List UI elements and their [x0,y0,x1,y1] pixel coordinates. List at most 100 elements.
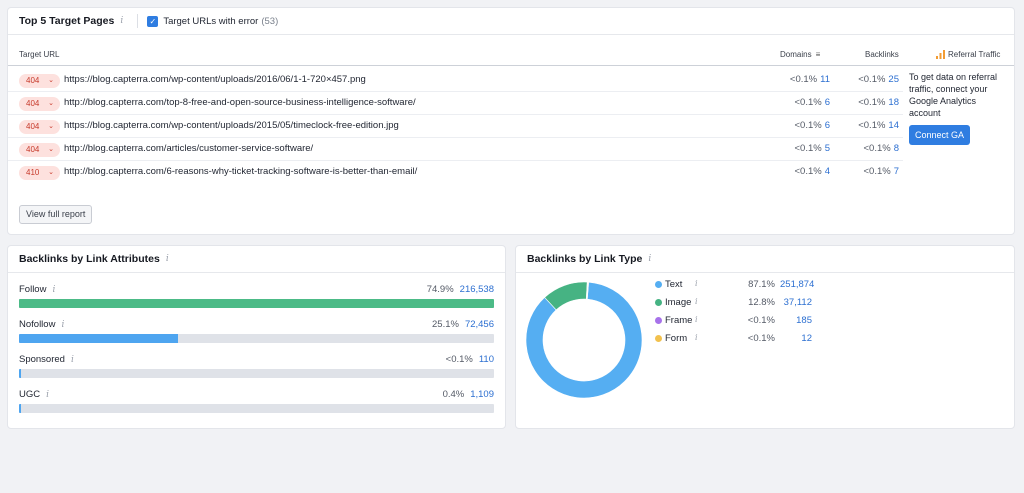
status-code-badge[interactable]: 404 ⌄ [19,143,60,157]
donut-slice-form[interactable] [586,281,589,300]
info-icon[interactable]: i [120,15,124,26]
chevron-down-icon[interactable]: ⌄ [48,100,54,107]
backlinks-cell: <0.1% 18 [858,97,899,108]
card-title: Backlinks by Link Attributes [19,253,160,265]
backlinks-percent: <0.1% [858,120,886,131]
info-icon[interactable]: i [648,253,652,264]
attribute-bar-fill [19,404,22,413]
info-icon[interactable]: i [70,355,74,365]
table-header-line [8,65,1014,66]
table-row[interactable]: 404 ⌄ https://blog.capterra.com/wp-content… [8,115,903,138]
legend-count-link[interactable]: 185 [796,315,812,326]
legend-percent: 12.8% [748,297,775,308]
backlinks-count-link[interactable]: 7 [893,166,899,177]
target-url-link[interactable]: https://blog.capterra.com/wp-content/upl… [64,120,399,131]
legend-dot [655,281,662,288]
attribute-count-link[interactable]: 216,538 [459,284,494,295]
link-type-card: Backlinks by Link Type i Text i 87.1% 251,8… [515,245,1015,429]
info-icon[interactable]: i [46,390,50,400]
attribute-label: Sponsored i [19,354,80,365]
domains-count-link[interactable]: 5 [824,143,830,154]
column-domains[interactable]: Domains ≡ [780,50,821,59]
view-full-report-button[interactable]: View full report [19,205,93,224]
legend-item-frame[interactable]: Frame i <0.1% 185 [655,315,812,333]
backlinks-count-link[interactable]: 8 [893,143,899,154]
backlinks-cell: <0.1% 8 [864,143,900,154]
table-row[interactable]: 404 ⌄ https://blog.capterra.com/wp-content… [8,69,903,92]
domains-count-link[interactable]: 4 [824,166,830,177]
backlinks-percent: <0.1% [858,74,886,85]
legend-label: Frame [665,315,693,326]
table-row[interactable]: 410 ⌄ http://blog.capterra.com/6-reasons-w… [8,161,903,184]
target-url-link[interactable]: https://blog.capterra.com/wp-content/upl… [64,74,366,85]
domains-percent: <0.1% [789,74,818,85]
info-icon[interactable]: i [52,285,56,295]
attribute-values: 25.1% 72,456 [432,319,494,330]
legend-label: Image [665,297,692,308]
domains-cell: <0.1% 5 [795,143,831,154]
status-code-badge[interactable]: 404 ⌄ [19,97,60,111]
donut-slice-text[interactable] [525,281,643,399]
backlinks-count-link[interactable]: 25 [888,74,899,85]
attribute-nofollow: Nofollow i 25.1% 72,456 [19,319,494,345]
connect-ga-button[interactable]: Connect GA [909,125,971,145]
attribute-bar-fill [19,334,179,343]
chevron-down-icon[interactable]: ⌄ [48,77,54,84]
legend-item-image[interactable]: Image i 12.8% 37,112 [655,297,812,315]
attribute-values: <0.1% 110 [446,354,494,365]
domains-count-link[interactable]: 6 [824,97,830,108]
bar-chart-icon [936,50,945,59]
status-code-badge[interactable]: 404 ⌄ [19,120,60,134]
legend-label: Text [665,279,683,290]
info-icon[interactable]: i [695,315,698,324]
info-icon[interactable]: i [695,279,698,288]
attribute-values: 74.9% 216,538 [427,284,494,295]
target-url-link[interactable]: http://blog.capterra.com/top-8-free-and-… [64,97,416,108]
legend-item-form[interactable]: Form i <0.1% 12 [655,333,812,351]
chevron-down-icon[interactable]: ⌄ [48,123,54,130]
domains-count-link[interactable]: 6 [824,120,830,131]
attribute-bar-track [19,369,494,378]
backlinks-percent: <0.1% [858,97,886,108]
table-row[interactable]: 404 ⌄ http://blog.capterra.com/articles/cu… [8,138,903,161]
chevron-down-icon[interactable]: ⌄ [48,169,54,176]
checkbox-label[interactable]: Target URLs with error [163,15,259,27]
info-icon[interactable]: i [695,333,698,342]
attribute-count-link[interactable]: 110 [478,354,494,365]
legend-dot [655,317,662,324]
attribute-bar-track [19,404,494,413]
attribute-count-link[interactable]: 1,109 [470,389,494,400]
legend-count-link[interactable]: 251,874 [780,279,815,290]
domains-count-link[interactable]: 11 [820,74,830,85]
info-icon[interactable]: i [695,297,698,306]
backlinks-percent: <0.1% [863,166,891,177]
info-icon[interactable]: i [61,320,65,330]
status-code-badge[interactable]: 410 ⌄ [19,166,60,180]
legend-count-link[interactable]: 12 [801,333,812,344]
status-code-badge[interactable]: 404 ⌄ [19,74,60,88]
target-urls-error-checkbox[interactable]: ✓ [147,15,159,27]
legend-count-link[interactable]: 37,112 [783,297,812,308]
chevron-down-icon[interactable]: ⌄ [48,146,54,153]
legend-item-text[interactable]: Text i 87.1% 251,874 [655,279,814,297]
legend-label: Form [665,333,688,344]
legend-percent: 87.1% [748,279,775,290]
backlinks-count-link[interactable]: 14 [888,120,899,131]
domains-percent: <0.1% [794,97,822,108]
referral-traffic-panel: To get data on referral traffic, connect… [909,71,1009,145]
attribute-count-link[interactable]: 72,456 [464,319,494,330]
legend-percent: <0.1% [747,333,775,344]
backlinks-count-link[interactable]: 18 [888,97,899,108]
target-url-link[interactable]: http://blog.capterra.com/6-reasons-why-t… [64,166,418,177]
link-attributes-header: Backlinks by Link Attributes i [8,246,505,272]
top-target-pages-header: Top 5 Target Pages i ✓ Target URLs with … [8,8,1014,34]
domains-cell: <0.1% 11 [790,74,830,85]
domains-percent: <0.1% [794,143,822,154]
sort-icon[interactable]: ≡ [815,50,821,59]
table-row[interactable]: 404 ⌄ http://blog.capterra.com/top-8-free-… [8,92,903,115]
link-type-header: Backlinks by Link Type i [516,246,1014,272]
attribute-follow: Follow i 74.9% 216,538 [19,284,494,310]
target-url-link[interactable]: http://blog.capterra.com/articles/custom… [64,143,314,154]
info-icon[interactable]: i [165,253,169,264]
column-backlinks[interactable]: Backlinks [865,50,899,59]
